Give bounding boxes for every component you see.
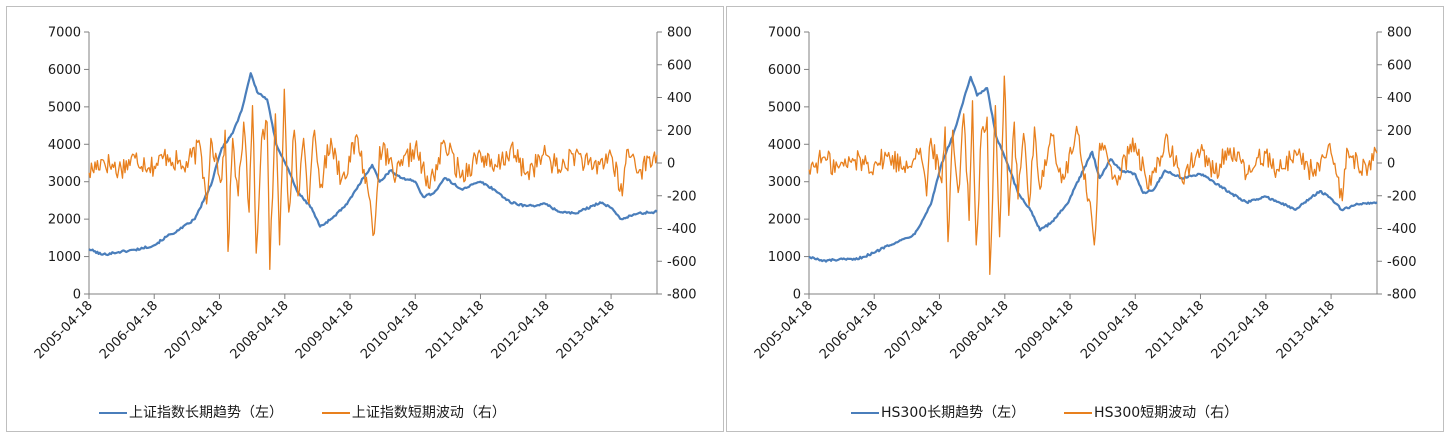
- y-left-tick-label: 4000: [48, 138, 81, 153]
- y-right-tick-label: 800: [667, 26, 692, 41]
- x-tick-label: 2009-04-18: [1013, 298, 1077, 362]
- series-line-fluctuation: [808, 75, 1378, 276]
- y-left-tick-label: 3000: [48, 175, 81, 190]
- y-left-tick-label: 1000: [48, 250, 81, 265]
- x-tick-label: 2007-04-18: [882, 298, 946, 362]
- y-right-tick-label: -800: [1387, 288, 1417, 303]
- y-left-tick-label: 1000: [768, 250, 801, 265]
- legend-swatch-fluct: [321, 412, 350, 414]
- y-right-tick-label: -400: [667, 222, 697, 237]
- legend-label-trend: 上证指数长期趋势（左）: [129, 405, 283, 421]
- y-right-tick-label: 0: [1387, 157, 1395, 172]
- series-line-fluctuation: [88, 88, 658, 271]
- series-line-trend: [808, 75, 1378, 263]
- x-tick-label: 2008-04-18: [948, 298, 1012, 362]
- y-right-tick-label: 600: [667, 58, 692, 73]
- x-tick-label: 2011-04-18: [423, 298, 487, 362]
- y-left-tick-label: 4000: [768, 138, 801, 153]
- y-right-tick-label: -800: [667, 288, 697, 303]
- x-tick-label: 2006-04-18: [97, 298, 161, 362]
- x-tick-label: 2012-04-18: [1209, 298, 1273, 362]
- y-right-tick-label: 400: [667, 91, 692, 106]
- y-right-tick-label: -400: [1387, 222, 1417, 237]
- legend-item-trend: 上证指数长期趋势（左）: [99, 405, 283, 421]
- y-left-tick-label: 6000: [48, 63, 81, 78]
- legend-item-trend: HS300长期趋势（左）: [851, 405, 1025, 421]
- x-tick-label: 2013-04-18: [1274, 298, 1338, 362]
- x-tick-label: 2005-04-18: [752, 298, 816, 362]
- y-left-tick-label: 6000: [768, 63, 801, 78]
- x-tick-label: 2012-04-18: [489, 298, 553, 362]
- x-tick-label: 2010-04-18: [1078, 298, 1142, 362]
- legend-swatch-trend: [99, 412, 127, 414]
- y-left-tick-label: 5000: [768, 100, 801, 115]
- x-tick-label: 2005-04-18: [32, 298, 96, 362]
- legend-swatch-trend: [851, 412, 879, 414]
- legend-hs300: HS300长期趋势（左） HS300短期波动（右）: [851, 402, 1238, 422]
- legend-label-trend: HS300长期趋势（左）: [881, 405, 1026, 421]
- chart-panel-shanghai: 0 1000 2000 3000 4000 5000 6000 7000 -800 -600 -40…: [6, 6, 724, 432]
- legend-label-fluct: 上证指数短期波动（右）: [351, 405, 506, 421]
- x-tick-label: 2008-04-18: [228, 298, 292, 362]
- legend-item-fluct: HS300短期波动（右）: [1064, 405, 1238, 421]
- x-tick-label: 2009-04-18: [293, 298, 357, 362]
- y-right-tick-label: 200: [667, 124, 692, 139]
- y-left-tick-label: 0: [793, 288, 801, 303]
- legend-swatch-fluct: [1064, 412, 1093, 414]
- chart-svg-hs300: 01000200030004000500060007000-800-600-40…: [752, 26, 1417, 363]
- y-right-tick-label: -200: [1387, 189, 1417, 204]
- chart-panel-hs300: 0 1000 2000 3000 4000 5000 6000 7000 -800 -600 -40…: [726, 6, 1444, 432]
- x-tick-label: 2010-04-18: [358, 298, 422, 362]
- y-right-tick-label: 600: [1387, 58, 1412, 73]
- x-tick-label: 2006-04-18: [817, 298, 881, 362]
- y-left-tick-label: 3000: [768, 175, 801, 190]
- y-right-tick-label: 800: [1387, 26, 1412, 41]
- y-left-tick-label: 7000: [48, 26, 81, 41]
- x-tick-label: 2013-04-18: [554, 298, 618, 362]
- legend-shanghai: 上证指数长期趋势（左） 上证指数短期波动（右）: [99, 402, 506, 422]
- y-left-tick-label: 2000: [768, 213, 801, 228]
- chart-svg-shanghai: 01000200030004000500060007000-800-600-40…: [32, 26, 697, 363]
- y-right-tick-label: 400: [1387, 91, 1412, 106]
- y-right-tick-label: 200: [1387, 124, 1412, 139]
- y-left-tick-label: 5000: [48, 100, 81, 115]
- series-line-trend: [88, 72, 658, 257]
- x-tick-label: 2007-04-18: [162, 298, 226, 362]
- y-left-tick-label: 2000: [48, 213, 81, 228]
- y-right-tick-label: 0: [667, 157, 675, 172]
- y-right-tick-label: -600: [1387, 255, 1417, 270]
- legend-label-fluct: HS300短期波动（右）: [1094, 405, 1239, 421]
- legend-item-fluct: 上证指数短期波动（右）: [321, 405, 506, 421]
- y-left-tick-label: 7000: [768, 26, 801, 41]
- y-right-tick-label: -600: [667, 255, 697, 270]
- y-right-tick-label: -200: [667, 189, 697, 204]
- x-tick-label: 2011-04-18: [1143, 298, 1207, 362]
- y-left-tick-label: 0: [73, 288, 81, 303]
